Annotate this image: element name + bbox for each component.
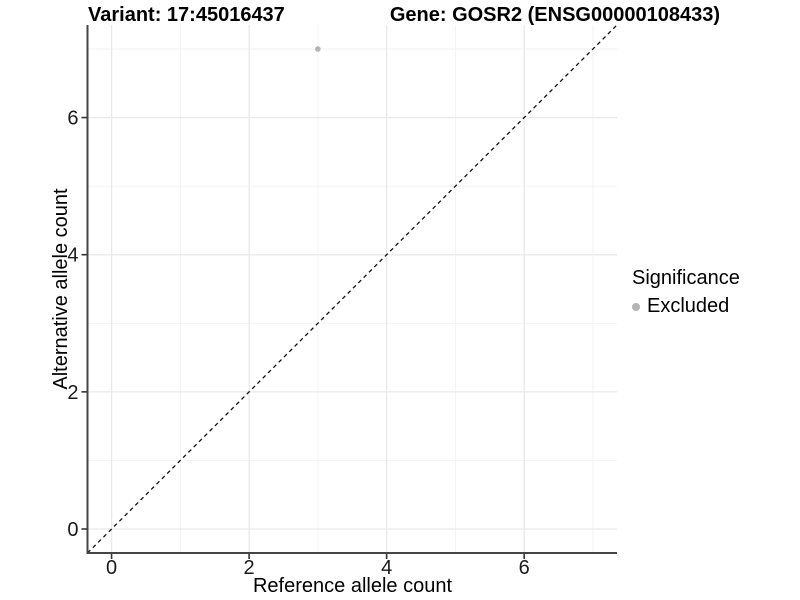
plot-title-row: Variant: 17:45016437 Gene: GOSR2 (ENSG00…	[88, 3, 720, 27]
y-tick-label: 2	[67, 382, 78, 404]
x-tick-label: 2	[244, 557, 255, 579]
legend-title: Significance	[632, 267, 740, 289]
legend-key-dot	[632, 302, 640, 311]
x-tick-label: 6	[519, 557, 530, 579]
legend-item-excluded: Excluded	[632, 295, 798, 318]
x-tick-label: 0	[106, 557, 117, 579]
gene-title: Gene: GOSR2 (ENSG00000108433)	[389, 3, 720, 26]
y-axis-title: Alternative allele count	[50, 188, 72, 390]
x-tick-label: 4	[381, 557, 392, 579]
identity-dashed-line	[87, 24, 618, 554]
variant-title: Variant: 17:45016437	[88, 3, 285, 26]
legend: Significance Excluded	[630, 267, 798, 318]
legend-item-label: Excluded	[647, 295, 730, 317]
x-axis-title: Reference allele count	[252, 575, 452, 597]
data-point-excluded	[315, 46, 321, 52]
y-tick-label: 4	[67, 245, 78, 267]
y-tick-label: 0	[67, 519, 78, 541]
y-tick-label: 6	[67, 108, 78, 130]
